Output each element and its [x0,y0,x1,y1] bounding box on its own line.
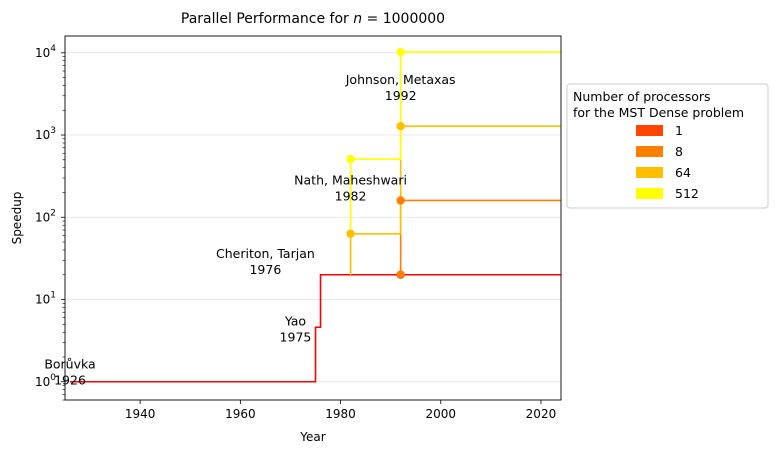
y-tick-label-0: 100 [35,373,56,389]
legend-swatch-64 [636,167,663,178]
annotation-4-line-0: Johnson, Metaxas [345,72,456,87]
annotation-4-line-1: 1992 [385,88,417,103]
legend-title-line-1: Number of processors [573,89,711,104]
y-axis: 100 101 102 103 104 [35,44,65,401]
legend-swatch-8 [636,146,663,157]
legend-label-8: 8 [675,144,683,159]
marker-512-1 [396,47,405,57]
marker-64-0 [346,229,355,238]
annotation-1-line-0: Yao [284,314,306,329]
y-tick-label-4: 104 [35,44,56,60]
grid [65,52,561,383]
annotation-3-line-1: 1982 [335,189,367,204]
y-tick-label-3: 103 [35,126,56,142]
y-tick-label-1: 101 [35,291,56,307]
x-tick-label-0: 1940 [125,407,156,421]
x-axis: 1940 1960 1980 2000 2020 [125,400,556,421]
chart-title-prefix: Parallel Performance for [181,11,353,27]
x-tick-label-4: 2020 [526,407,557,421]
legend-label-64: 64 [675,165,691,180]
legend-title-line-2: for the MST Dense problem [573,105,744,120]
plot-frame [64,35,562,401]
chart-title-suffix: = 1000000 [362,11,445,27]
x-tick-label-3: 2000 [425,407,456,421]
series-line-512 [349,51,561,234]
chart-title: Parallel Performance for n = 1000000 [181,11,445,27]
legend-swatch-512 [636,188,663,199]
x-axis-label: Year [299,430,325,444]
chart-title-var: n [353,11,362,27]
marker-64-1 [396,122,405,131]
annotation-3-line-0: Nath, Maheshwari [294,173,407,188]
series-line-64 [349,125,561,275]
marker-8-1 [396,196,405,205]
annotation-0-line-1: 1926 [54,372,86,387]
legend-label-1: 1 [675,123,683,138]
legend-label-512: 512 [675,186,699,201]
marker-layer [346,47,405,279]
legend: Number of processors for the MST Dense p… [566,83,769,209]
x-tick-label-1: 1960 [225,407,256,421]
annotation-1-line-1: 1975 [280,330,312,345]
y-tick-label-2: 102 [35,208,56,224]
annotation-0-line-0: Borůvka [44,356,95,371]
marker-512-0 [346,154,355,164]
legend-swatch-1 [636,125,663,136]
x-tick-label-2: 1980 [325,407,356,421]
legend-box [566,83,769,209]
annotation-2-line-0: Cheriton, Tarjan [216,246,315,261]
y-axis-label: Speedup [10,192,24,245]
annotation-2-line-1: 1976 [249,262,281,277]
marker-8-0 [396,270,405,279]
